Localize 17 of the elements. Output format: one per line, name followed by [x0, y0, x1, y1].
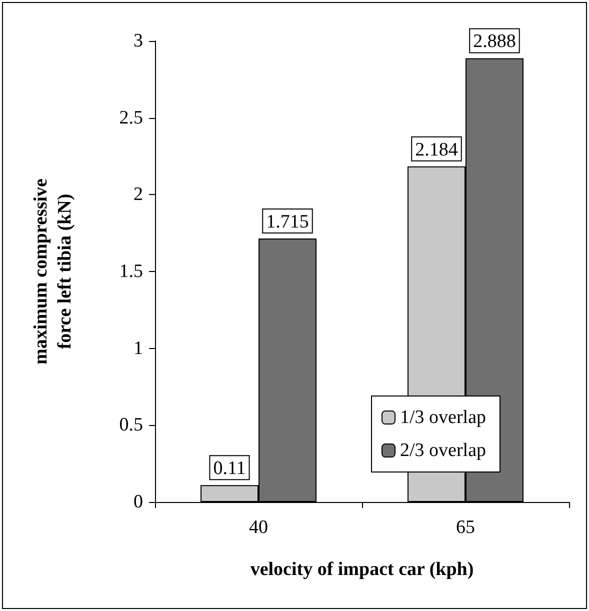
y-tick-label: 2 [134, 184, 143, 206]
data-label: 2.888 [473, 31, 516, 52]
x-tick-label: 40 [249, 517, 268, 538]
x-axis-title: velocity of impact car (kph) [250, 559, 474, 580]
legend-label: 1/3 overlap [400, 407, 486, 428]
y-tick-label: 3 [134, 30, 143, 52]
data-label: 2.184 [415, 139, 458, 160]
y-tick-label: 0.5 [119, 414, 143, 436]
y-tick-label: 1.5 [119, 261, 143, 282]
y-tick-label: 2.5 [119, 107, 143, 128]
y-axis-title: maximum compressive force left tibia (kN) [30, 178, 76, 364]
data-label: 1.715 [266, 211, 309, 232]
x-tick-label: 65 [456, 517, 475, 538]
y-tick-label: 1 [134, 338, 143, 359]
legend-label: 2/3 overlap [400, 440, 486, 461]
data-label: 0.11 [213, 458, 246, 480]
y-tick-label: 0 [134, 492, 143, 512]
